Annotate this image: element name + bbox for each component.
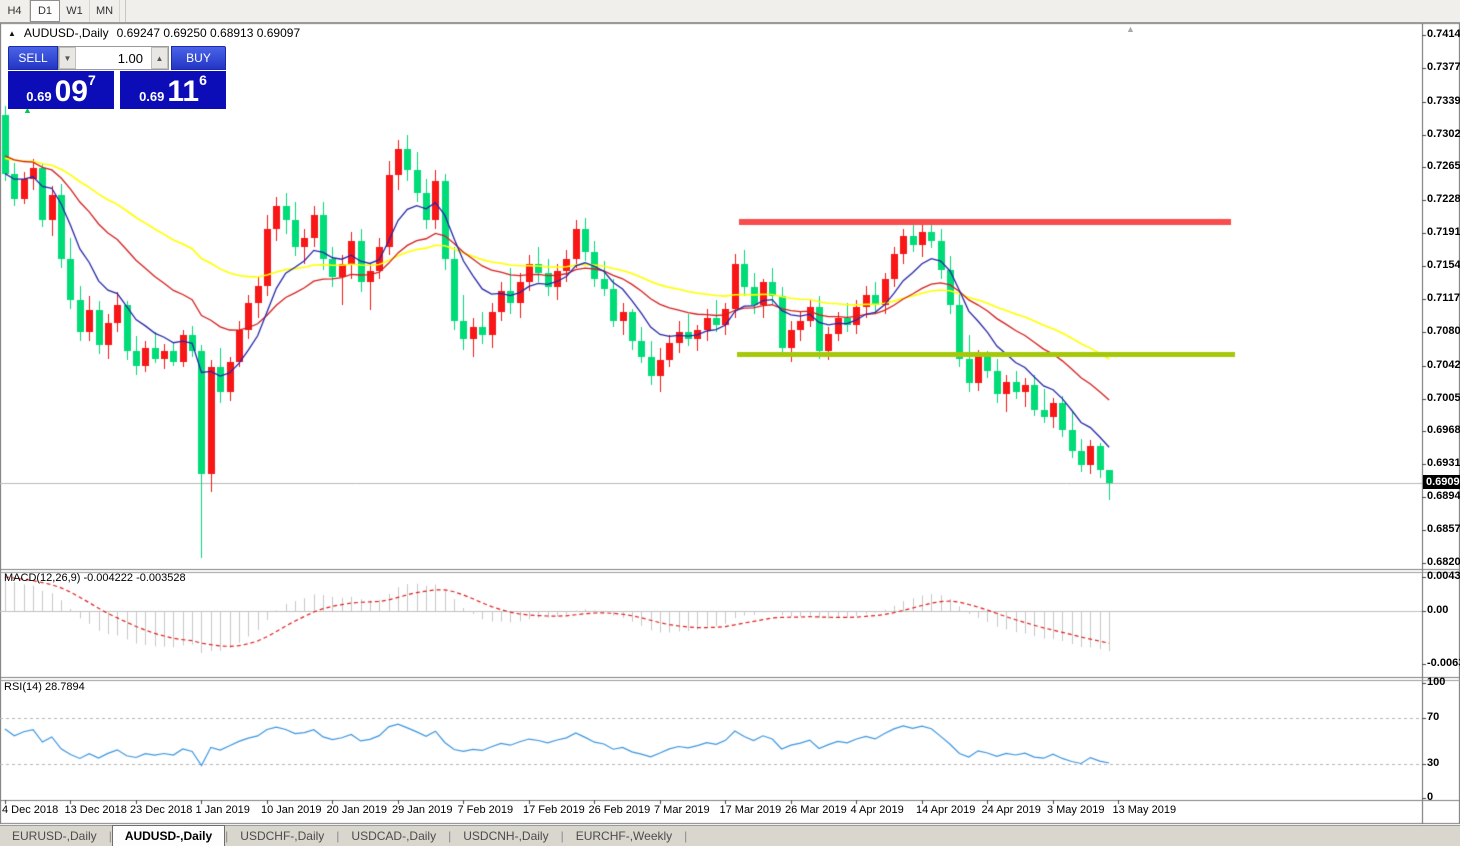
tab-separator: | (336, 829, 340, 843)
timeframe-button-h4[interactable]: H4 (0, 0, 30, 22)
tab-separator: | (684, 829, 688, 843)
date-tick-label: 4 Dec 2018 (2, 804, 59, 816)
rsi-tick-label: 70 (1427, 710, 1440, 723)
tab-usdcnh-daily[interactable]: USDCNH-,Daily (463, 829, 549, 843)
date-tick-label: 17 Feb 2019 (522, 804, 585, 816)
volume-decrement-icon[interactable]: ▼ (59, 47, 76, 69)
date-tick-label: 1 Jan 2019 (195, 804, 250, 816)
date-tick-label: 26 Mar 2019 (784, 804, 847, 816)
collapse-panel-icon[interactable]: ▲ (8, 28, 16, 38)
rsi-label: RSI(14) 28.7894 (4, 681, 85, 693)
date-tick-label: 7 Feb 2019 (457, 804, 514, 816)
date-tick-label: 17 Mar 2019 (719, 804, 782, 816)
symbol-name: AUDUSD-,Daily (23, 26, 109, 40)
date-tick-label: 24 Apr 2019 (981, 804, 1041, 816)
volume-value[interactable]: 1.00 (117, 50, 143, 66)
date-tick-label: 20 Jan 2019 (326, 804, 388, 816)
ohlc-readout: 0.69247 0.69250 0.68913 0.69097 (116, 26, 301, 40)
rsi-tick-label: 0 (1427, 791, 1434, 803)
buy-price-display[interactable]: 0.69 11 6 (120, 71, 226, 109)
object-anchor-icon: ▲ (23, 105, 32, 115)
tab-separator: | (448, 829, 452, 843)
date-tick-label: 3 May 2019 (1046, 804, 1105, 816)
date-tick-label: 23 Dec 2018 (129, 804, 193, 816)
date-tick-label: 10 Jan 2019 (260, 804, 322, 816)
date-tick-label: 13 May 2019 (1112, 804, 1177, 816)
date-tick-label: 13 Dec 2018 (64, 804, 127, 816)
buy-price-pip: 6 (199, 72, 207, 88)
tab-separator: | (225, 829, 229, 843)
toolbar-separator (120, 0, 126, 22)
date-tick-label: 26 Feb 2019 (588, 804, 651, 816)
tab-usdchf-daily[interactable]: USDCHF-,Daily (240, 829, 325, 843)
chart-title: ▲ AUDUSD-,Daily 0.69247 0.69250 0.68913 … (8, 26, 300, 40)
timeframe-toolbar: H4 D1 W1 MN (0, 0, 1460, 23)
date-tick-label: 29 Jan 2019 (391, 804, 453, 816)
macd-label: MACD(12,26,9) -0.004222 -0.003528 (4, 572, 186, 584)
tab-eurusd-daily[interactable]: EURUSD-,Daily (12, 829, 97, 843)
buy-price-big: 11 (167, 75, 200, 108)
rsi-tick-label: 100 (1427, 676, 1446, 688)
macd-tick-label: 0.004331 (1427, 570, 1460, 582)
chart-shift-marker-icon[interactable]: ▲ (1126, 24, 1135, 34)
one-click-trade-panel: SELL ▼ 1.00 ▲ BUY 0.69 09 7 0.69 11 6 (8, 46, 226, 109)
buy-price-prefix: 0.69 (139, 89, 165, 104)
date-tick-label: 4 Apr 2019 (850, 804, 904, 816)
tab-eurchf-weekly[interactable]: EURCHF-,Weekly (575, 829, 673, 843)
tab-separator: | (108, 829, 112, 843)
sell-price-prefix: 0.69 (26, 89, 52, 104)
sell-button[interactable]: SELL (8, 46, 58, 70)
rsi-tick-label: 30 (1427, 756, 1440, 769)
symbol-tabbar: EURUSD-,Daily | AUDUSD-,Daily | USDCHF-,Dail… (0, 825, 1460, 846)
timeframe-button-mn[interactable]: MN (90, 0, 120, 22)
date-tick-label: 14 Apr 2019 (915, 804, 976, 816)
tab-audusd-daily[interactable]: AUDUSD-,Daily (111, 825, 226, 846)
macd-tick-label: 0.00 (1427, 604, 1449, 616)
sell-price-pip: 7 (87, 72, 96, 88)
volume-increment-icon[interactable]: ▲ (151, 47, 168, 69)
timeframe-button-d1[interactable]: D1 (30, 0, 60, 22)
tab-usdcad-daily[interactable]: USDCAD-,Daily (351, 829, 437, 843)
current-price-badge: 0.69097 (1423, 475, 1460, 489)
tab-separator: | (560, 829, 564, 843)
buy-button[interactable]: BUY (171, 46, 226, 70)
timeframe-button-w1[interactable]: W1 (60, 0, 90, 22)
sell-price-display[interactable]: 0.69 09 7 (8, 71, 114, 109)
sell-price-big: 09 (54, 75, 88, 108)
date-tick-label: 7 Mar 2019 (653, 804, 710, 816)
volume-stepper: ▼ 1.00 ▲ (58, 46, 169, 70)
macd-tick-label: -0.006373 (1427, 657, 1460, 669)
